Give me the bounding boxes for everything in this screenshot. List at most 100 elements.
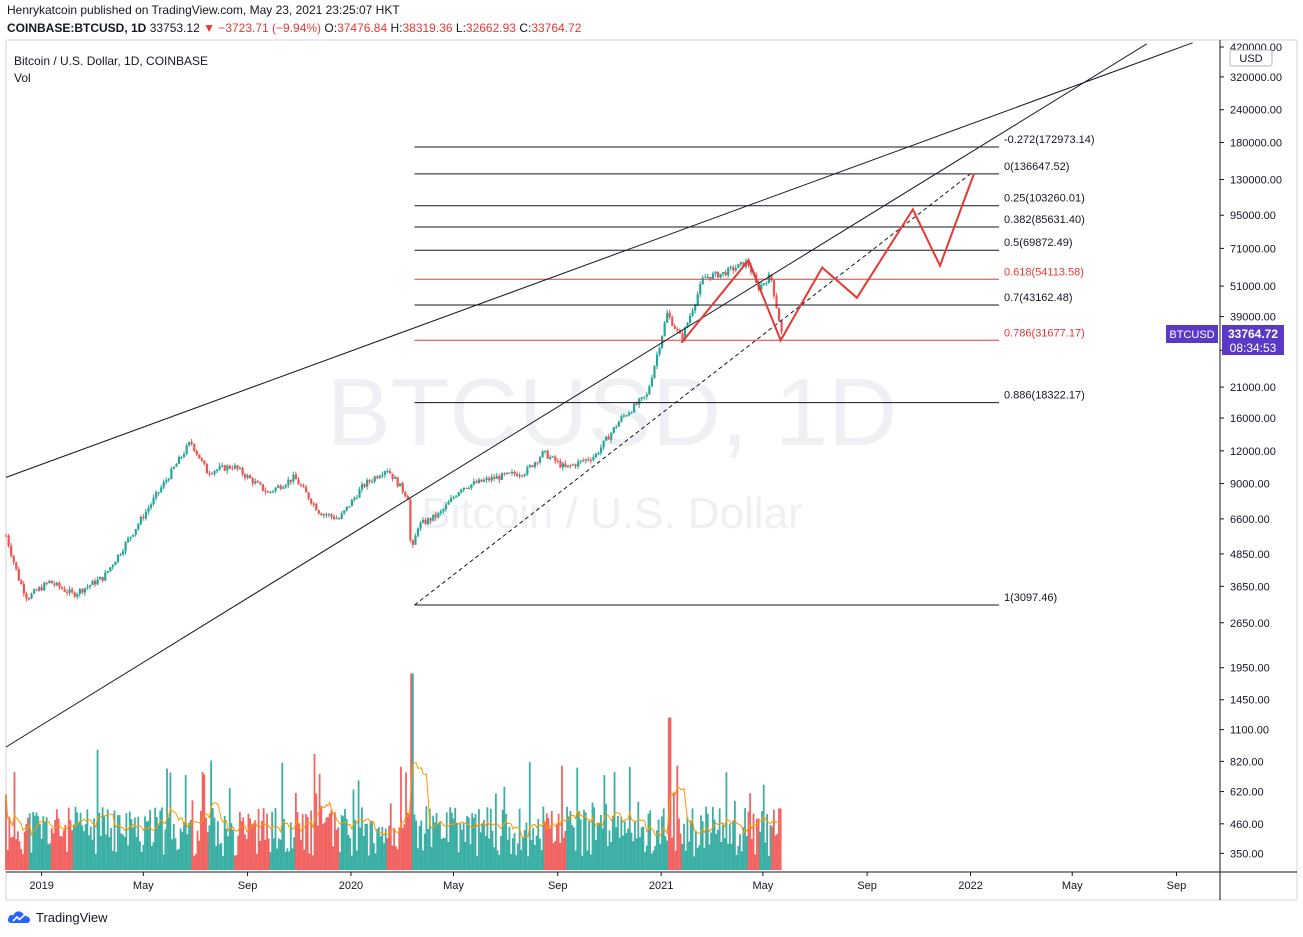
- volume-bar: [157, 824, 160, 870]
- candle-body: [213, 471, 216, 474]
- volume-bar: [405, 772, 407, 870]
- volume-bar: [67, 807, 70, 870]
- volume-bar: [72, 824, 75, 870]
- time-axis-label: 2020: [339, 880, 363, 892]
- projection-path[interactable]: [680, 173, 975, 344]
- volume-bar: [340, 815, 343, 870]
- volume-bar: [18, 841, 21, 870]
- candle-body: [599, 447, 603, 454]
- time-axis-label: Sep: [1167, 880, 1187, 892]
- volume-bar: [357, 780, 360, 870]
- candle-body: [627, 412, 631, 416]
- candle-body: [648, 386, 651, 395]
- volume-bar: [403, 824, 406, 870]
- volume-bar: [281, 762, 284, 870]
- candle-body: [635, 403, 638, 405]
- candle-body: [561, 463, 565, 468]
- candle-body: [25, 593, 28, 599]
- close-label: C:: [519, 21, 532, 35]
- volume-bar: [230, 823, 233, 870]
- volume-bar: [572, 827, 575, 870]
- volume-bar: [25, 824, 28, 870]
- candle-body: [284, 485, 287, 488]
- volume-bar: [518, 808, 521, 870]
- volume-bar: [311, 855, 314, 870]
- volume-bar: [264, 839, 267, 870]
- tradingview-logo[interactable]: TradingView: [6, 909, 108, 925]
- volume-bar: [591, 802, 594, 870]
- candle-body: [722, 272, 725, 274]
- currency-badge[interactable]: [1229, 49, 1273, 67]
- volume-bar: [150, 845, 153, 870]
- volume-bar: [681, 843, 684, 870]
- volume-bar: [513, 832, 516, 870]
- volume-bar: [556, 823, 558, 870]
- volume-bar: [332, 846, 335, 870]
- candle-body: [226, 465, 229, 471]
- volume-bar: [772, 809, 775, 870]
- candle-body: [149, 504, 153, 508]
- high-value: 38319.36: [402, 21, 453, 35]
- fib-retracement[interactable]: -0.272(172973.14) 0(136647.52) 0.25(103260…: [414, 134, 1095, 606]
- volume-bar: [183, 822, 185, 870]
- candle-body: [152, 497, 155, 505]
- volume-bar: [757, 818, 760, 870]
- volume-bar: [398, 827, 401, 870]
- candle-body: [66, 591, 69, 593]
- volume-bar: [347, 834, 350, 870]
- volume-bar: [718, 808, 721, 870]
- candle-body: [144, 511, 148, 519]
- volume-bar: [278, 838, 280, 870]
- candle-body: [208, 473, 211, 475]
- volume-bar: [301, 814, 304, 870]
- price-axis-label: 320000.00: [1230, 72, 1282, 84]
- volume-bar: [671, 837, 674, 870]
- trend-lines[interactable]: [5, 42, 1193, 748]
- volume-bar: [123, 836, 126, 870]
- volume-bar: [27, 817, 29, 870]
- time-axis-label: 2022: [958, 880, 982, 892]
- volume-bar: [672, 792, 675, 870]
- candle-body: [444, 504, 448, 510]
- candle-body: [495, 476, 498, 479]
- volume-bar: [625, 833, 628, 870]
- candle-body: [559, 461, 562, 468]
- candle-body: [333, 516, 336, 519]
- volume-bar: [637, 801, 640, 870]
- candle-body: [236, 465, 239, 469]
- candle-body: [421, 520, 425, 523]
- candle-body: [762, 283, 765, 285]
- volume-bar: [774, 835, 777, 870]
- volume-bar: [557, 813, 560, 870]
- volume-bar: [613, 772, 616, 870]
- candle-body: [274, 487, 277, 492]
- volume-bar: [147, 820, 150, 870]
- candle-body: [716, 271, 720, 278]
- volume-bar: [478, 809, 480, 870]
- candle-body: [320, 513, 323, 516]
- price-axis-label: 9000.00: [1230, 479, 1270, 491]
- candle-body: [368, 480, 371, 482]
- candle-body: [335, 518, 338, 520]
- candle-body: [549, 456, 552, 459]
- candle-body: [271, 491, 275, 493]
- volume-bar: [695, 830, 697, 870]
- volume-bar: [132, 827, 135, 870]
- volume-bar: [22, 854, 24, 870]
- volume-bar: [489, 808, 492, 870]
- candle-body: [406, 496, 409, 500]
- volume-bar: [710, 832, 713, 870]
- time-axis[interactable]: 2019 May Sep 2020 May Sep 2021 May Sep 2022 May Sep: [29, 872, 1186, 892]
- volume-bar: [479, 832, 482, 870]
- candle-body: [38, 587, 41, 591]
- candle-body: [541, 451, 544, 458]
- price-axis[interactable]: 420000.00320000.00240000.00180000.001300…: [1220, 42, 1282, 860]
- candle-body: [399, 483, 402, 487]
- candle-body: [462, 487, 465, 490]
- volume-bar: [742, 827, 745, 870]
- candle-body: [439, 511, 442, 513]
- volume-bar: [293, 837, 296, 870]
- volume-bar: [81, 825, 84, 870]
- volume-bar: [105, 834, 107, 870]
